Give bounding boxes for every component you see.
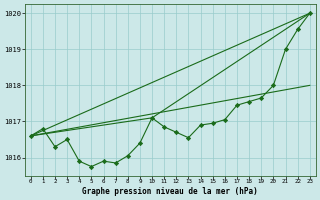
X-axis label: Graphe pression niveau de la mer (hPa): Graphe pression niveau de la mer (hPa) [82, 187, 258, 196]
